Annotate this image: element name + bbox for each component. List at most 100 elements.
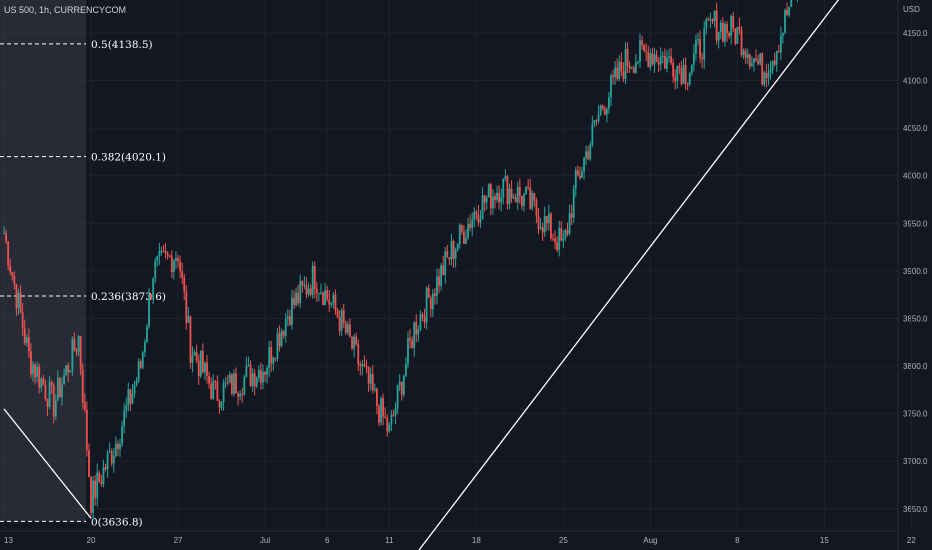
candle-body [69, 370, 72, 373]
candle-body [639, 40, 641, 62]
candle-body [506, 176, 509, 205]
candle-body [409, 338, 411, 341]
candle-body [529, 187, 532, 209]
candle-body [96, 472, 99, 499]
candle-body [748, 54, 751, 67]
candle-body [769, 69, 772, 74]
candle-body [525, 186, 527, 195]
candle-body [757, 60, 759, 64]
candle-body [591, 123, 594, 145]
candle-body [344, 322, 347, 333]
candle-body [67, 365, 70, 373]
candle-body [695, 40, 697, 54]
trendline[interactable] [414, 0, 932, 550]
candle-body [119, 444, 121, 450]
candle-body [620, 61, 623, 72]
candle-body [162, 250, 165, 252]
candle-body [761, 53, 764, 85]
x-tick-label: 8 [735, 536, 740, 545]
candle-body [574, 170, 577, 189]
candle-body [477, 214, 480, 223]
candle-body [303, 285, 306, 287]
candle-body [131, 393, 134, 404]
candle-body [253, 373, 256, 387]
candle-body [597, 114, 600, 121]
candle-body [661, 56, 664, 58]
candle-body [187, 316, 190, 323]
candle-body [653, 54, 656, 65]
candle-body [788, 7, 791, 16]
candle-body [616, 67, 619, 79]
candle-body [170, 256, 173, 272]
candle-body [257, 369, 260, 378]
candle-body [502, 179, 505, 198]
candle-body [320, 292, 322, 294]
candle-body [608, 97, 610, 109]
candle-body [566, 230, 569, 234]
candle-body [233, 373, 235, 394]
candle-body [717, 31, 720, 41]
candle-body [390, 414, 393, 425]
fib-zone [0, 0, 87, 522]
candle-body [622, 71, 625, 79]
candle-body [732, 16, 735, 29]
candle-body [264, 371, 266, 375]
candle-body [5, 233, 7, 242]
candle-body [226, 382, 229, 384]
trendline[interactable] [3, 408, 92, 519]
candle-body [50, 381, 53, 385]
candle-body [199, 350, 202, 377]
candle-body [46, 398, 49, 407]
candle-body [307, 288, 310, 295]
candle-body [25, 337, 28, 343]
candle-body [90, 477, 92, 513]
candle-body [48, 381, 51, 407]
candle-body [475, 212, 478, 215]
candle-body [208, 375, 210, 384]
candle-body [436, 276, 438, 296]
candle-body [703, 28, 706, 60]
x-tick-label: Aug [643, 536, 657, 545]
y-tick-label: 4050.0 [903, 124, 928, 133]
candle-body [786, 10, 788, 16]
candle-body [550, 213, 552, 239]
candle-body [100, 481, 103, 485]
candle-body [15, 284, 18, 309]
y-tick-label: 3750.0 [903, 410, 928, 419]
candle-body [742, 50, 745, 56]
candle-body [152, 278, 155, 299]
y-tick-label: 4000.0 [903, 172, 928, 181]
candle-body [380, 398, 382, 423]
candle-body [270, 347, 273, 364]
fib-level-label: 0.236(3873.6) [91, 291, 166, 303]
candle-body [699, 39, 701, 58]
candle-body [135, 380, 138, 386]
candle-body [454, 249, 457, 259]
candle-body [54, 400, 57, 417]
candle-body [541, 227, 544, 233]
candle-body [21, 312, 24, 329]
candle-body [668, 56, 670, 58]
candle-body [678, 66, 681, 69]
candle-body [222, 383, 225, 403]
candle-body [558, 228, 561, 251]
candle-body [259, 369, 262, 383]
candle-body [676, 66, 679, 81]
candle-body [7, 241, 10, 266]
candle-body [83, 402, 86, 410]
fib-level-label: 0.382(4020.1) [91, 152, 166, 164]
candle-body [419, 314, 422, 330]
candle-body [56, 378, 59, 401]
candle-body [682, 65, 685, 84]
candle-body [527, 186, 530, 188]
candle-body [599, 105, 602, 115]
candle-body [206, 362, 208, 376]
candle-body [655, 54, 658, 62]
candle-body [276, 333, 279, 359]
candle-body [311, 266, 314, 295]
candle-body [688, 73, 691, 85]
candle-body [738, 27, 741, 30]
